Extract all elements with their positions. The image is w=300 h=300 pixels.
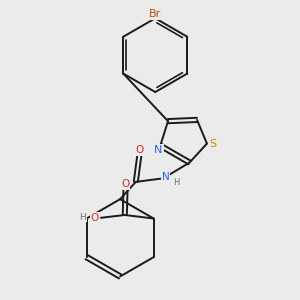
- Text: O: O: [135, 145, 143, 155]
- Text: S: S: [210, 139, 217, 148]
- Text: H: H: [79, 213, 86, 222]
- Text: N: N: [162, 172, 170, 182]
- Text: O: O: [122, 179, 130, 189]
- Text: H: H: [173, 178, 180, 187]
- Text: Br: Br: [149, 9, 161, 19]
- Text: O: O: [91, 213, 99, 223]
- Text: N: N: [154, 145, 163, 155]
